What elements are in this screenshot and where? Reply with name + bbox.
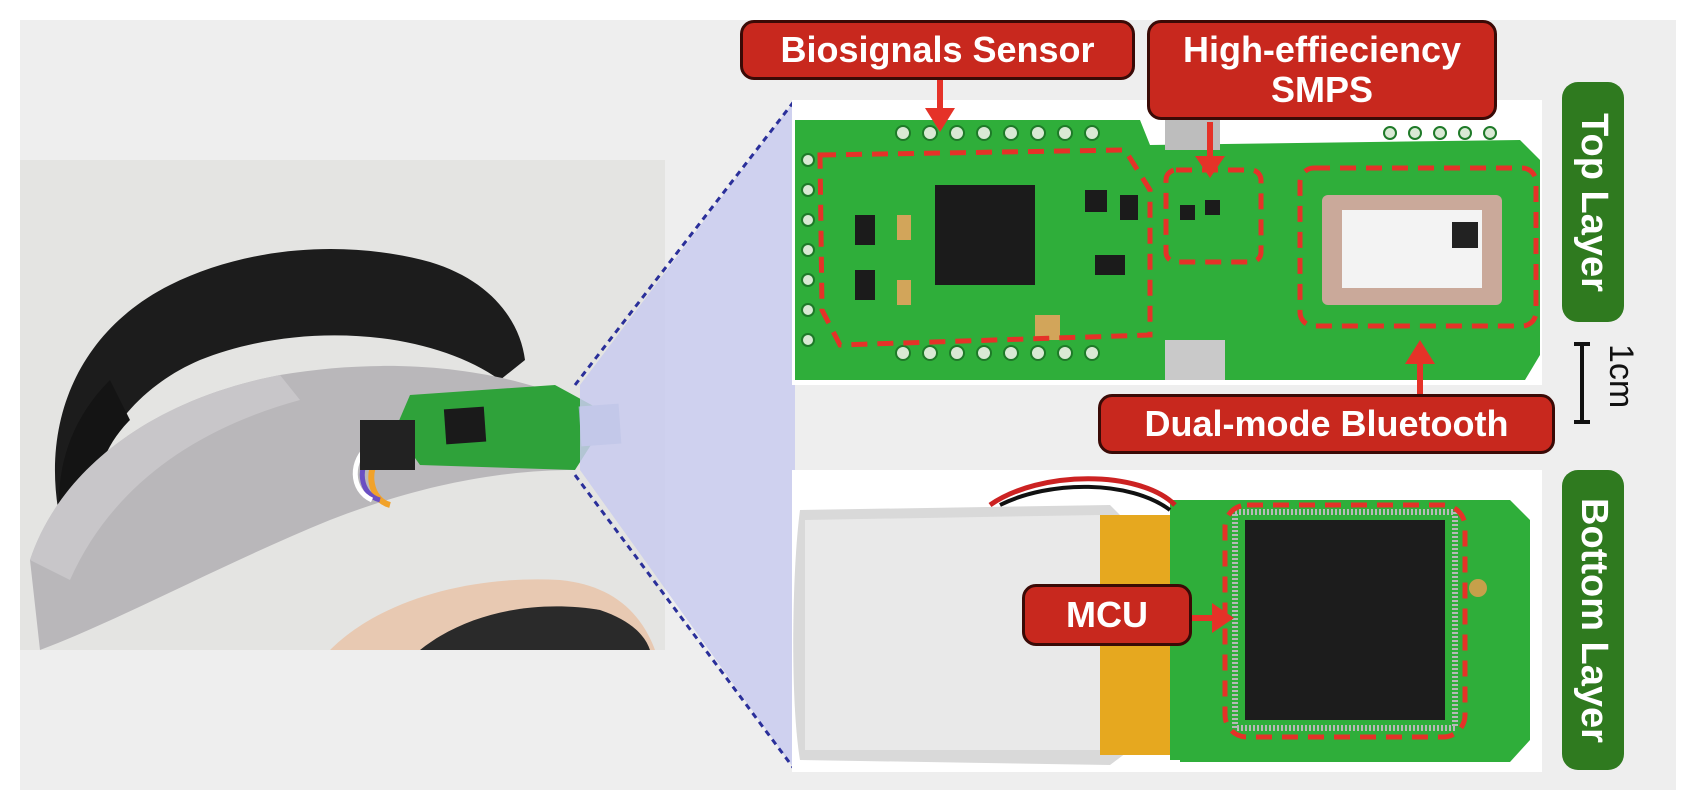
mcu-highlight [1222, 502, 1468, 740]
callout-biosignals-sensor: Biosignals Sensor [740, 20, 1135, 80]
bluetooth-highlight [1297, 165, 1539, 329]
tab-bottom-layer-label: Bottom Layer [1572, 497, 1615, 743]
biosignals-highlight [817, 147, 1153, 348]
scale-label: 1cm [1602, 344, 1640, 409]
tab-top-layer: Top Layer [1562, 82, 1624, 322]
tab-top-layer-label: Top Layer [1572, 112, 1615, 292]
callout-mcu: MCU [1022, 584, 1192, 646]
projection-line-top [573, 99, 797, 386]
callout-arrows [925, 80, 1435, 633]
bottom-layer-pcb [792, 470, 1542, 772]
callout-smps-line2: SMPS [1270, 69, 1374, 110]
callout-dual-mode-bluetooth: Dual-mode Bluetooth [1098, 394, 1555, 454]
tab-bottom-layer: Bottom Layer [1562, 470, 1624, 770]
callout-smps-line1: High-effieciency [1182, 29, 1462, 70]
callout-smps: High-effieciency SMPS [1147, 20, 1497, 120]
top-layer-pcb [792, 100, 1542, 385]
headband-photo [20, 160, 665, 650]
projection-wedge [580, 100, 795, 770]
scale-bar [1574, 342, 1590, 424]
